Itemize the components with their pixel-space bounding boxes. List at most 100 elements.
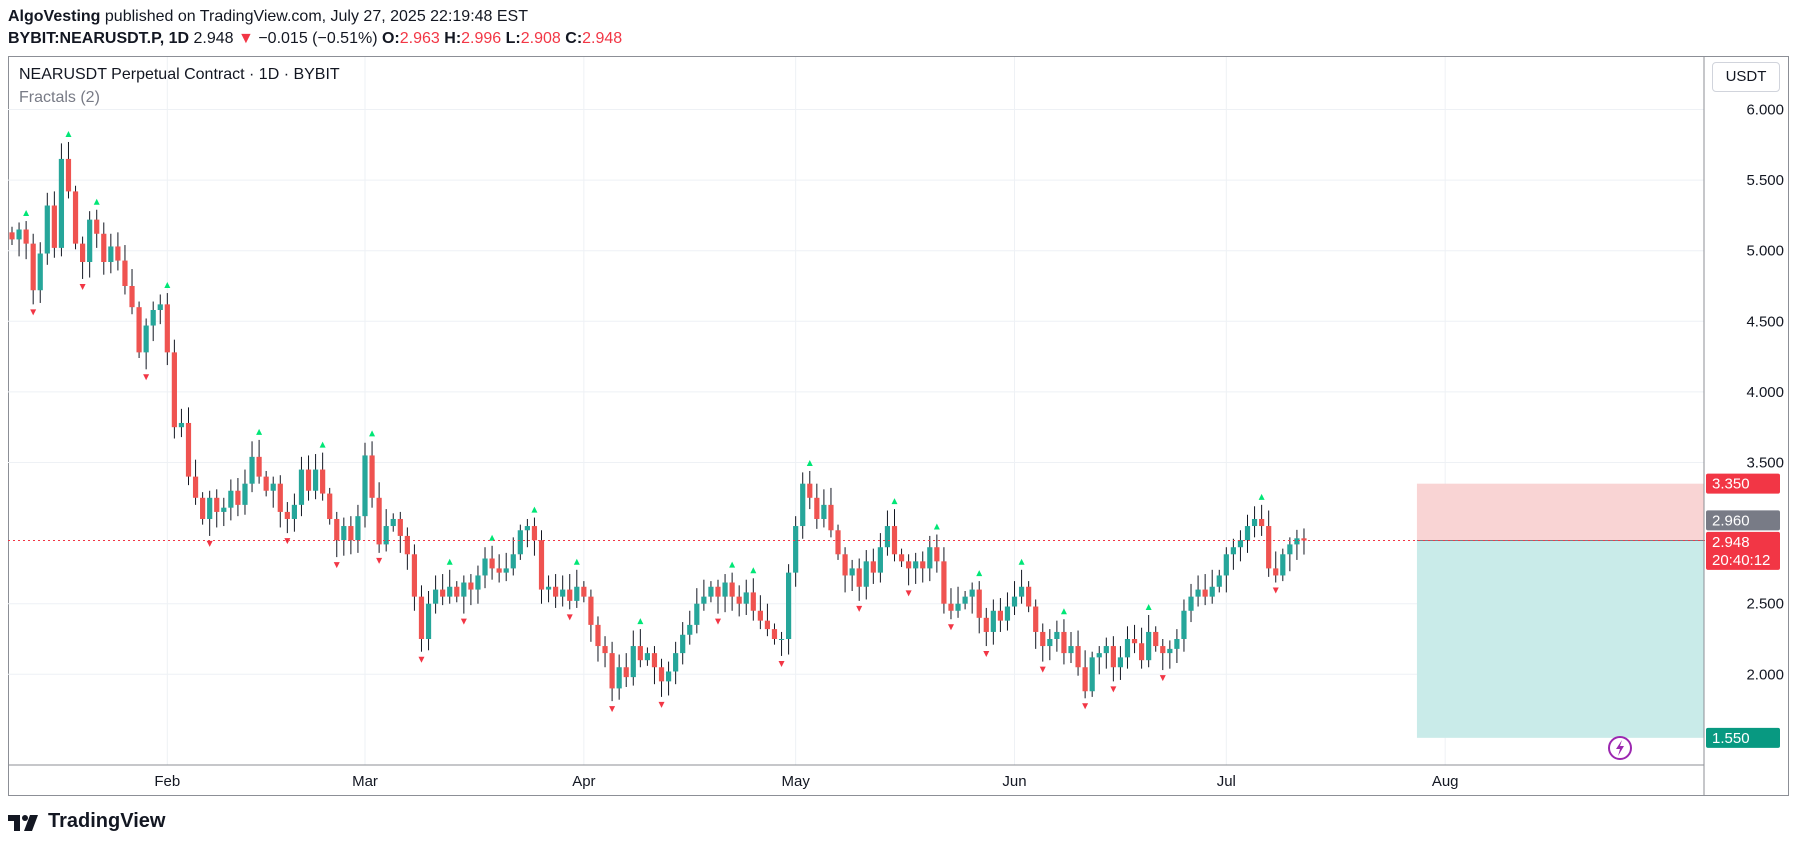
ohlc-line: BYBIT:NEARUSDT.P, 1D 2.948 ▼ −0.015 (−0.… bbox=[8, 28, 622, 50]
candle-up bbox=[1124, 639, 1131, 658]
price-tick-label: 2.500 bbox=[1746, 596, 1784, 613]
stop-price-label-box bbox=[1706, 473, 1780, 494]
candle-down bbox=[842, 554, 848, 576]
fractal-markers bbox=[23, 130, 1279, 713]
candle-up bbox=[1287, 544, 1293, 555]
candle-down bbox=[637, 646, 643, 661]
currency-button[interactable]: USDT bbox=[1712, 62, 1780, 92]
candle-down bbox=[757, 610, 763, 621]
candle-down bbox=[94, 219, 100, 234]
candle-down bbox=[553, 586, 559, 597]
candle-down bbox=[898, 554, 905, 562]
candle-up bbox=[482, 558, 488, 576]
candle-down bbox=[1026, 586, 1032, 607]
fractal-down-marker bbox=[460, 618, 467, 625]
fractal-down-marker bbox=[284, 538, 291, 545]
open-label: O: bbox=[381, 30, 400, 47]
candle-down bbox=[976, 589, 982, 618]
candle-down bbox=[376, 497, 382, 545]
candle-up bbox=[701, 596, 707, 604]
candle-down bbox=[200, 497, 206, 519]
fractal-down-marker bbox=[715, 618, 721, 625]
candle-up bbox=[644, 653, 650, 661]
candle-up bbox=[503, 568, 509, 573]
fractal-down-marker bbox=[1082, 703, 1089, 710]
candle-down bbox=[136, 307, 142, 353]
fractal-down-marker bbox=[566, 614, 573, 621]
candle-up bbox=[249, 456, 255, 484]
candle-down bbox=[736, 596, 742, 604]
candle-up bbox=[1054, 631, 1060, 639]
time-tick-label: Jul bbox=[1217, 773, 1236, 790]
fractal-up-marker bbox=[65, 130, 72, 137]
candle-up bbox=[1244, 526, 1251, 541]
candle-up bbox=[362, 455, 368, 517]
candle-up bbox=[242, 483, 248, 505]
candle-down bbox=[531, 526, 538, 541]
alert-icon[interactable] bbox=[1608, 736, 1632, 760]
candle-down bbox=[65, 158, 72, 192]
candle-down bbox=[9, 232, 15, 240]
fractal-up-marker bbox=[23, 210, 30, 217]
candle-up bbox=[1216, 575, 1222, 587]
take-profit-zone bbox=[1416, 540, 1704, 738]
candle-down bbox=[1033, 606, 1039, 632]
candle-down bbox=[941, 561, 947, 604]
candle-down bbox=[870, 561, 876, 573]
price-tick-label: 4.000 bbox=[1746, 384, 1784, 401]
candle-up bbox=[680, 634, 686, 654]
fractal-up-marker bbox=[573, 558, 580, 565]
price-tick-label: 6.000 bbox=[1746, 102, 1784, 119]
high-label: H: bbox=[444, 30, 462, 47]
candle-down bbox=[997, 610, 1003, 621]
candle-up bbox=[425, 603, 432, 639]
candle-down bbox=[440, 589, 446, 597]
candle-down bbox=[920, 561, 926, 569]
symbol-label: BYBIT:NEARUSDT.P, 1D bbox=[8, 30, 190, 47]
candle-down bbox=[835, 530, 841, 555]
stop-price-label-text: 3.350 bbox=[1712, 476, 1750, 493]
candle-up bbox=[673, 653, 679, 672]
candle-down bbox=[595, 624, 601, 647]
candle-down bbox=[934, 547, 940, 562]
candle-down bbox=[581, 586, 587, 597]
candle-down bbox=[1082, 667, 1088, 692]
last-price-label-box bbox=[1706, 531, 1780, 570]
candle-up bbox=[708, 586, 714, 597]
candle-up bbox=[291, 504, 297, 519]
candle-up bbox=[150, 310, 156, 326]
candle-up bbox=[1280, 554, 1286, 576]
fractal-down-marker bbox=[79, 283, 86, 290]
fractal-up-marker bbox=[976, 570, 983, 577]
publisher-name[interactable]: AlgoVesting bbox=[8, 8, 101, 25]
low-label: L: bbox=[505, 30, 521, 47]
fractal-up-marker bbox=[750, 567, 757, 574]
candle-up bbox=[341, 526, 347, 541]
fractal-up-marker bbox=[1145, 603, 1152, 610]
candle-down bbox=[72, 191, 79, 244]
indicator-label[interactable]: Fractals (2) bbox=[19, 89, 100, 106]
last-price: 2.948 bbox=[193, 30, 234, 47]
candle-down bbox=[185, 422, 192, 477]
candle-up bbox=[687, 624, 693, 635]
price-axis: 6.000 5.500 5.000 4.500 4.000 3.500 2.500 2.000 bbox=[1746, 102, 1784, 684]
candle-up bbox=[58, 158, 65, 248]
candle-up bbox=[355, 516, 361, 541]
candle-down bbox=[828, 504, 834, 531]
candle-up bbox=[143, 325, 149, 353]
candle-up bbox=[877, 547, 883, 573]
close-value: 2.948 bbox=[582, 30, 623, 47]
fractal-up-marker bbox=[729, 561, 736, 568]
fractal-up-marker bbox=[489, 534, 496, 541]
candle-up bbox=[270, 483, 276, 491]
time-tick-label: Apr bbox=[572, 773, 595, 790]
tradingview-logo[interactable]: TradingView bbox=[8, 810, 165, 833]
candle-down bbox=[609, 653, 615, 689]
candle-up bbox=[1237, 540, 1244, 548]
candle-down bbox=[101, 233, 107, 262]
price-tick-label: 5.000 bbox=[1746, 243, 1784, 260]
fractal-up-marker bbox=[806, 459, 813, 466]
candle-up bbox=[793, 526, 799, 573]
candle-down bbox=[538, 540, 545, 590]
